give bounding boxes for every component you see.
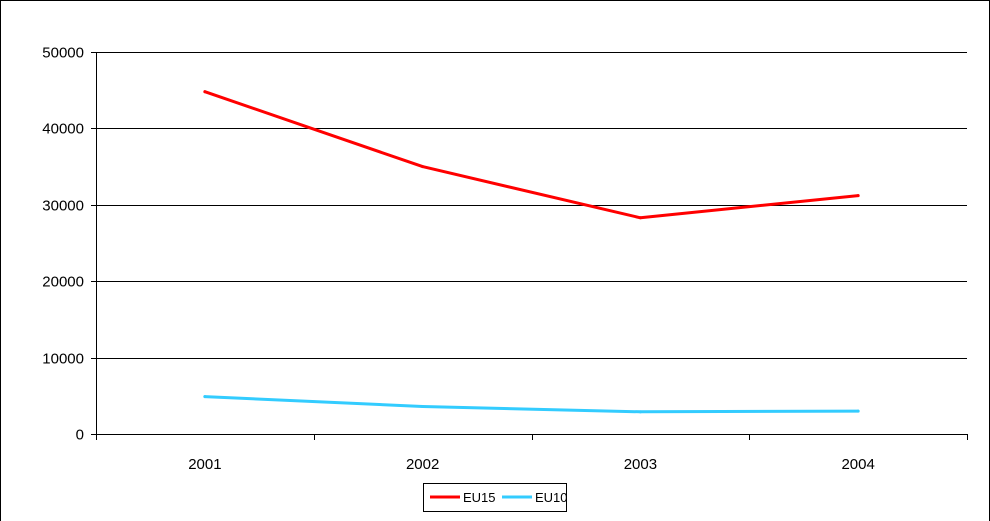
series-line-eu15	[203, 90, 860, 220]
data-point-eu10	[421, 404, 425, 408]
legend-label-eu10: EU10	[535, 490, 568, 505]
gridlines	[96, 52, 967, 359]
y-tick-label: 10000	[42, 351, 84, 368]
axes	[91, 52, 968, 440]
legend-box	[423, 483, 567, 512]
x-tick-label: 2004	[841, 456, 874, 473]
x-tick-labels: 2001 2002 2003 2004	[188, 456, 875, 473]
series-lines	[203, 90, 860, 414]
data-point-eu10	[856, 409, 860, 413]
data-point-eu10	[638, 410, 642, 414]
legend-label-eu15: EU15	[463, 490, 496, 505]
y-tick-label: 20000	[42, 274, 84, 291]
series-line-eu10	[203, 395, 860, 414]
data-point-eu10	[203, 395, 207, 399]
x-tick-label: 2001	[188, 456, 221, 473]
y-tick-label: 30000	[42, 198, 84, 215]
y-tick-labels: 0 10000 20000 30000 40000 50000	[42, 45, 84, 444]
y-tick-label: 50000	[42, 45, 84, 62]
data-point-eu15	[638, 216, 642, 220]
data-point-eu15	[421, 165, 425, 169]
x-tick-label: 2003	[624, 456, 657, 473]
y-tick-label: 0	[76, 427, 84, 444]
legend: EU15 EU10	[423, 483, 568, 512]
y-tick-label: 40000	[42, 121, 84, 138]
x-tick-label: 2002	[406, 456, 439, 473]
data-point-eu15	[203, 90, 207, 94]
data-point-eu15	[856, 194, 860, 198]
